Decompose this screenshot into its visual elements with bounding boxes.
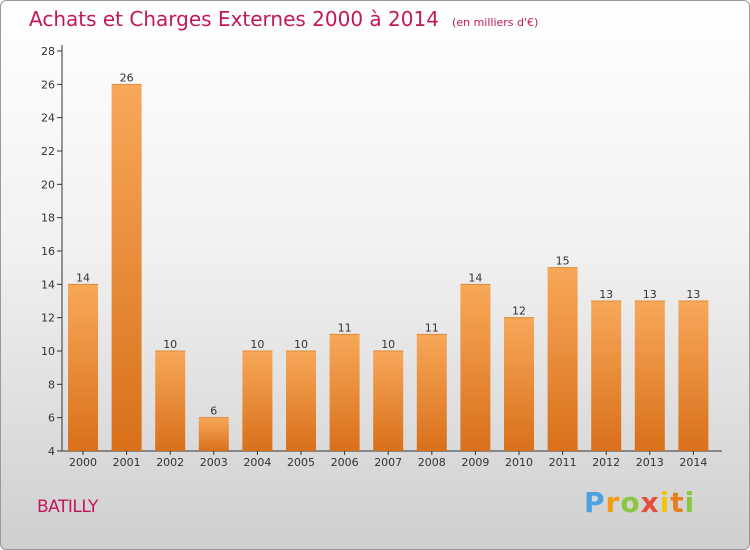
data-label: 10	[381, 338, 395, 351]
bar	[634, 301, 665, 451]
x-tick-label: 2000	[69, 456, 97, 469]
data-label: 26	[120, 71, 134, 84]
y-tick-label: 28	[41, 45, 55, 58]
bar	[198, 417, 229, 451]
x-tick-label: 2010	[505, 456, 533, 469]
y-tick-label: 22	[41, 145, 55, 158]
title-row: Achats et Charges Externes 2000 à 2014 (…	[29, 7, 538, 31]
x-tick-label: 2002	[156, 456, 184, 469]
data-label: 13	[643, 288, 657, 301]
bar	[373, 351, 404, 451]
x-tick-label: 2008	[418, 456, 446, 469]
bar	[678, 301, 709, 451]
data-label: 10	[294, 338, 308, 351]
x-tick-label: 2014	[679, 456, 707, 469]
y-tick-label: 20	[41, 178, 55, 191]
x-tick-label: 2006	[331, 456, 359, 469]
x-tick-label: 2007	[374, 456, 402, 469]
bar	[460, 284, 491, 451]
x-tick-label: 2009	[461, 456, 489, 469]
bar	[329, 334, 360, 451]
brand-letter: r	[605, 486, 621, 519]
bar	[416, 334, 447, 451]
location-label: BATILLY	[37, 497, 98, 517]
y-tick-label: 26	[41, 78, 55, 91]
data-label: 6	[210, 405, 217, 418]
brand-letter: i	[659, 486, 671, 519]
x-tick-label: 2005	[287, 456, 315, 469]
bar	[591, 301, 622, 451]
bar	[504, 317, 534, 451]
bar	[111, 84, 142, 451]
y-tick-label: 14	[41, 278, 55, 291]
chart-unit-note: (en milliers d'€)	[452, 16, 539, 29]
bar	[68, 284, 98, 451]
y-tick-label: 12	[41, 312, 55, 325]
x-tick-label: 2012	[592, 456, 620, 469]
data-label: 10	[163, 338, 177, 351]
brand-letter: P	[584, 486, 606, 519]
data-label: 11	[338, 321, 352, 334]
brand-letter: o	[620, 486, 641, 519]
x-tick-label: 2011	[549, 456, 577, 469]
data-label: 10	[250, 338, 264, 351]
x-tick-label: 2003	[200, 456, 228, 469]
brand-logo: Proxiti	[584, 486, 695, 519]
data-label: 14	[76, 271, 90, 284]
y-tick-label: 24	[41, 112, 55, 125]
bar	[242, 351, 273, 451]
x-tick-label: 2004	[243, 456, 271, 469]
x-tick-label: 2013	[636, 456, 664, 469]
data-label: 14	[468, 271, 482, 284]
y-tick-label: 18	[41, 212, 55, 225]
x-tick-label: 2001	[113, 456, 141, 469]
bar	[155, 351, 186, 451]
y-tick-label: 6	[48, 412, 55, 425]
y-tick-label: 16	[41, 245, 55, 258]
data-label: 13	[599, 288, 613, 301]
brand-letter: t	[670, 486, 685, 519]
brand-letter: x	[640, 486, 660, 519]
bar	[547, 267, 578, 451]
y-tick-label: 4	[48, 445, 55, 458]
data-label: 12	[512, 305, 526, 318]
y-tick-label: 8	[48, 378, 55, 391]
brand-letter: i	[684, 486, 696, 519]
chart-title: Achats et Charges Externes 2000 à 2014	[29, 7, 439, 31]
y-tick-label: 10	[41, 345, 55, 358]
data-label: 15	[556, 255, 570, 268]
data-label: 13	[686, 288, 700, 301]
data-label: 11	[425, 321, 439, 334]
bar	[286, 351, 316, 451]
